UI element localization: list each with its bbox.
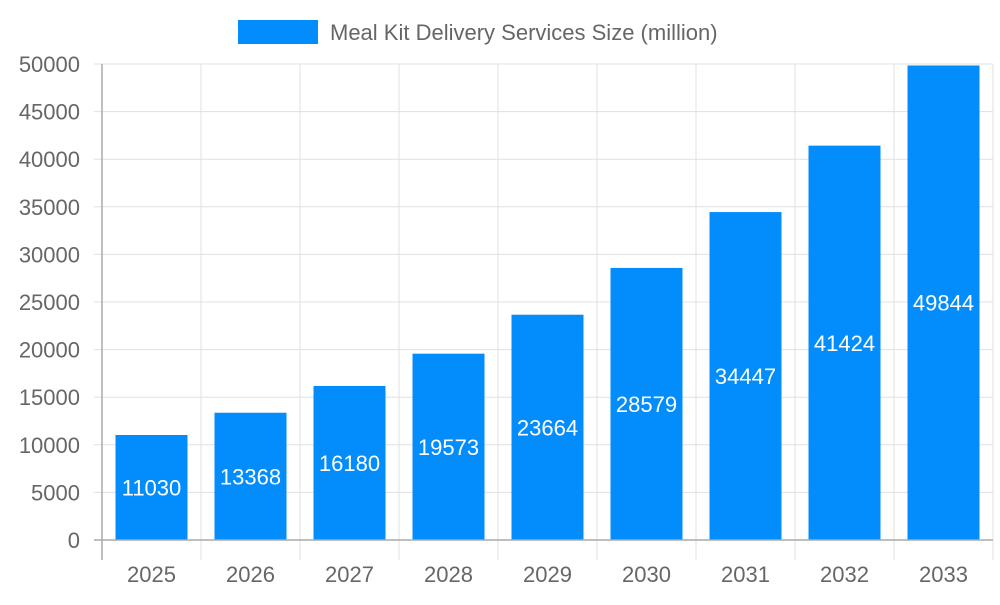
y-tick-label: 20000	[19, 338, 80, 363]
data-label: 23664	[517, 415, 578, 440]
y-tick-label: 50000	[19, 52, 80, 77]
y-tick-label: 10000	[19, 433, 80, 458]
bar	[610, 267, 683, 540]
y-tick-label: 15000	[19, 385, 80, 410]
legend-label: Meal Kit Delivery Services Size (million…	[330, 20, 718, 45]
y-tick-label: 25000	[19, 290, 80, 315]
legend-swatch	[238, 20, 318, 44]
bar	[511, 314, 584, 540]
y-tick-label: 5000	[31, 480, 80, 505]
axes: 0 5000 10000 15000 20000 25000 30000 35000 40000…	[19, 52, 993, 587]
y-tick-label: 40000	[19, 147, 80, 172]
data-label: 11030	[122, 475, 182, 500]
x-tick-label: 2028	[424, 562, 473, 587]
bar	[115, 434, 188, 540]
data-label: 16180	[319, 451, 380, 476]
x-tick-label: 2030	[622, 562, 671, 587]
x-tick-label: 2027	[325, 562, 374, 587]
bar	[214, 412, 287, 540]
data-label: 41424	[814, 331, 875, 356]
data-label: 34447	[715, 364, 776, 389]
bar	[412, 353, 485, 540]
legend[interactable]: Meal Kit Delivery Services Size (million…	[238, 20, 718, 45]
x-tick-label: 2033	[919, 562, 968, 587]
y-tick-label: 45000	[19, 100, 80, 125]
y-tick-label: 30000	[19, 242, 80, 267]
x-tick-label: 2025	[127, 562, 176, 587]
data-label: 49844	[913, 291, 974, 316]
bar	[907, 65, 980, 541]
x-tick-label: 2032	[820, 562, 869, 587]
data-label: 19573	[418, 435, 479, 460]
data-label: 13368	[220, 464, 281, 489]
y-tick-label: 35000	[19, 195, 80, 220]
bar	[313, 385, 386, 540]
x-tick-label: 2026	[226, 562, 275, 587]
x-tick-label: 2031	[721, 562, 770, 587]
bar	[709, 212, 782, 540]
y-tick-label: 0	[68, 528, 80, 553]
bar	[808, 145, 881, 540]
bars: 11030 13368 16180 19573 23664 28579 34447 41424…	[115, 65, 980, 541]
data-label: 28579	[616, 392, 677, 417]
x-tick-label: 2029	[523, 562, 572, 587]
